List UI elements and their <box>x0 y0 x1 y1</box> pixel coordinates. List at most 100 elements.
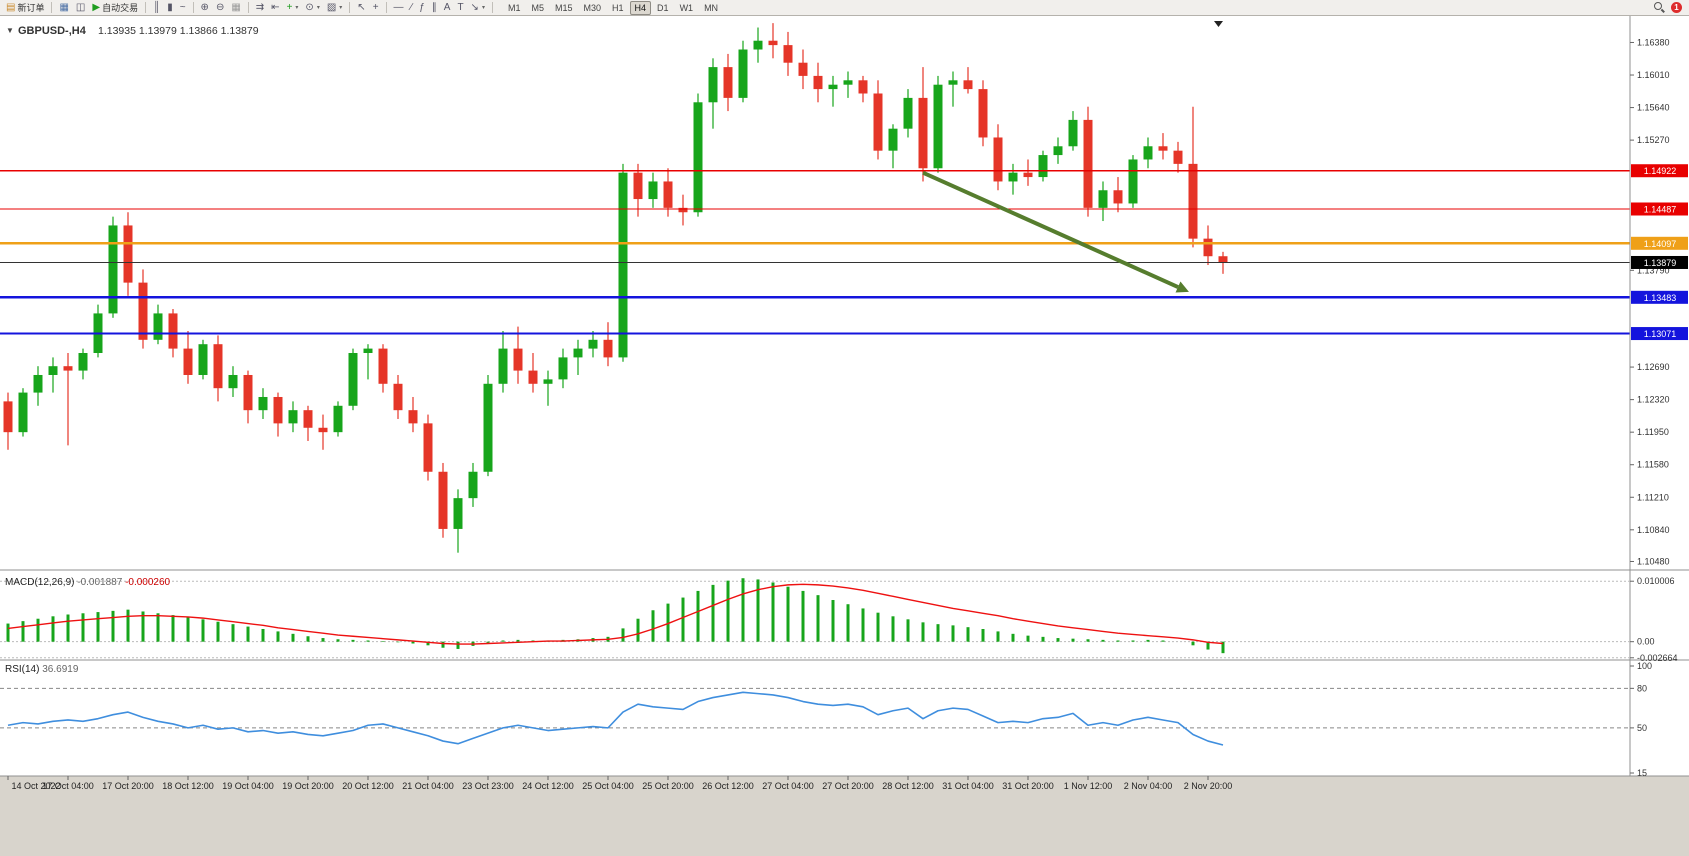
channel-tool-icon: ∥ <box>431 1 437 13</box>
candle-body <box>1083 119 1093 208</box>
grid-button[interactable]: ▦ <box>228 1 243 15</box>
candle-body <box>1158 146 1168 151</box>
candle-body <box>618 172 628 358</box>
candle-body <box>153 313 163 340</box>
chart-canvas[interactable]: 1.16380 1.16010 1.15640 1.15270 1.13790 1.126… <box>0 16 1689 856</box>
candle-body <box>588 339 598 349</box>
candle-body <box>48 366 58 375</box>
rsi-axis-label: 80 <box>1637 683 1647 693</box>
caret-down-icon: ▾ <box>295 5 299 11</box>
crosshair-button[interactable]: + <box>370 1 382 15</box>
candle-chart-type-button[interactable]: ▮ <box>164 1 176 15</box>
channel-tool-button[interactable]: ∥ <box>429 1 440 15</box>
line-chart-type-button[interactable]: ~ <box>177 1 189 15</box>
new-order-button[interactable]: ▤ 新订单 <box>3 1 47 15</box>
charts-window-button[interactable]: ▦ <box>56 1 71 15</box>
price-level-axis-label: 1.14097 <box>1644 239 1677 249</box>
periods-icon: ⊙ <box>305 1 314 13</box>
candle-body <box>768 40 778 46</box>
periods-button[interactable]: ⊙ ▾ <box>302 1 322 15</box>
candle-body <box>543 379 553 384</box>
line-chart-type-icon: ~ <box>179 1 186 13</box>
price-axis-label: 1.16010 <box>1637 70 1670 80</box>
label-tool-button[interactable]: T <box>454 1 466 15</box>
search-icon[interactable] <box>1654 2 1665 13</box>
zoom-in-icon: ⊕ <box>200 1 209 13</box>
time-axis-label: 24 Oct 12:00 <box>522 781 574 791</box>
text-tool-icon: A <box>443 1 451 13</box>
crosshair-icon: + <box>372 1 379 13</box>
template-icon: ▨ <box>326 1 337 13</box>
timeframe-mn-button[interactable]: MN <box>704 2 719 13</box>
candle-body <box>288 410 298 424</box>
timeframe-m5-button[interactable]: M5 <box>531 2 544 13</box>
indicators-button[interactable]: + ▾ <box>284 1 302 15</box>
candle-body <box>198 344 208 375</box>
candle-body <box>33 374 43 393</box>
caret-down-icon: ▾ <box>481 5 485 11</box>
timeframe-h1-button[interactable]: H1 <box>612 2 624 13</box>
profiles-button[interactable]: ◫ <box>73 1 88 15</box>
timeframe-h4-button[interactable]: H4 <box>629 0 652 15</box>
chart-collapse-icon[interactable]: ▼ <box>6 26 14 35</box>
chart-ohlc-text: 1.13935 1.13979 1.13866 1.13879 <box>98 25 259 37</box>
toolbar-separator <box>192 2 194 13</box>
candle-body <box>933 84 943 169</box>
price-axis-label: 1.12690 <box>1637 362 1670 372</box>
candle-body <box>438 471 448 529</box>
price-axis-label: 1.11210 <box>1637 492 1669 502</box>
arrows-tool-button[interactable]: ↘ ▾ <box>468 1 488 15</box>
timeframe-m30-button[interactable]: M30 <box>583 2 602 13</box>
fibo-tool-button[interactable]: ƒ <box>416 1 428 15</box>
rsi-line <box>7 691 1224 746</box>
top-toolbar: ▤ 新订单 ▦ ◫ ▶ 自动交易 ║ ▮ ~ ⊕ ⊖ ▦ ⇉ ⇤ + ▾ ⊙ ▾ ▨ ▾ ↖ + — ∕ ƒ ∥ A T ↘ ▾ M1 M5… <box>0 0 1689 16</box>
template-button[interactable]: ▨ ▾ <box>324 1 345 15</box>
cursor-button[interactable]: ↖ <box>354 1 368 15</box>
candle-body <box>1053 146 1063 156</box>
rsi-axis-label: 50 <box>1637 723 1647 733</box>
cursor-icon: ↖ <box>357 1 366 13</box>
trend-arrow[interactable] <box>922 170 1179 289</box>
chart-title: GBPUSD-,H4 <box>18 25 87 37</box>
price-axis-label: 1.10840 <box>1637 525 1670 535</box>
candle-body <box>918 97 928 169</box>
label-tool-icon: T <box>457 1 464 13</box>
chart-shift-icon: ⇤ <box>271 1 280 13</box>
zoom-out-button[interactable]: ⊖ <box>213 1 227 15</box>
toolbar-separator <box>145 2 147 13</box>
price-axis-label: 1.11580 <box>1637 460 1669 470</box>
candle-body <box>663 181 673 208</box>
candle-body <box>18 392 28 433</box>
zoom-in-button[interactable]: ⊕ <box>198 1 212 15</box>
timeframe-m15-button[interactable]: M15 <box>554 2 573 13</box>
charts-window-icon: ▦ <box>59 1 69 13</box>
chart-shift-button[interactable]: ⇤ <box>268 1 282 15</box>
candle-body <box>273 396 283 424</box>
candle-body <box>723 67 733 98</box>
trend-arrow-head <box>1175 281 1189 293</box>
auto-trading-button-label: 自动交易 <box>102 3 139 13</box>
timeframe-d1-button[interactable]: D1 <box>657 2 669 13</box>
bar-chart-type-icon: ║ <box>153 1 161 13</box>
scroll-to-end-marker[interactable] <box>1214 21 1223 27</box>
trendline-tool-button[interactable]: ∕ <box>408 1 416 15</box>
candle-body <box>348 352 358 406</box>
caret-down-icon: ▾ <box>339 5 343 11</box>
price-axis-label: 1.10480 <box>1637 556 1670 566</box>
candle-body <box>633 172 643 200</box>
timeframe-w1-button[interactable]: W1 <box>679 2 694 13</box>
auto-trading-button[interactable]: ▶ 自动交易 <box>89 1 141 15</box>
macd-axis-label: 0.010006 <box>1637 576 1675 586</box>
hline-tool-button[interactable]: — <box>391 1 407 15</box>
notification-badge[interactable]: 1 <box>1671 2 1682 13</box>
text-tool-button[interactable]: A <box>441 1 454 15</box>
timeframe-m1-button[interactable]: M1 <box>507 2 521 13</box>
price-level-axis-label: 1.14487 <box>1644 204 1677 214</box>
toolbar-separator <box>51 2 53 13</box>
bar-chart-type-button[interactable]: ║ <box>150 1 163 15</box>
auto-scroll-button[interactable]: ⇉ <box>253 1 267 15</box>
candle-body <box>318 427 328 433</box>
candle-body <box>528 370 538 384</box>
time-axis-label: 31 Oct 04:00 <box>942 781 994 791</box>
